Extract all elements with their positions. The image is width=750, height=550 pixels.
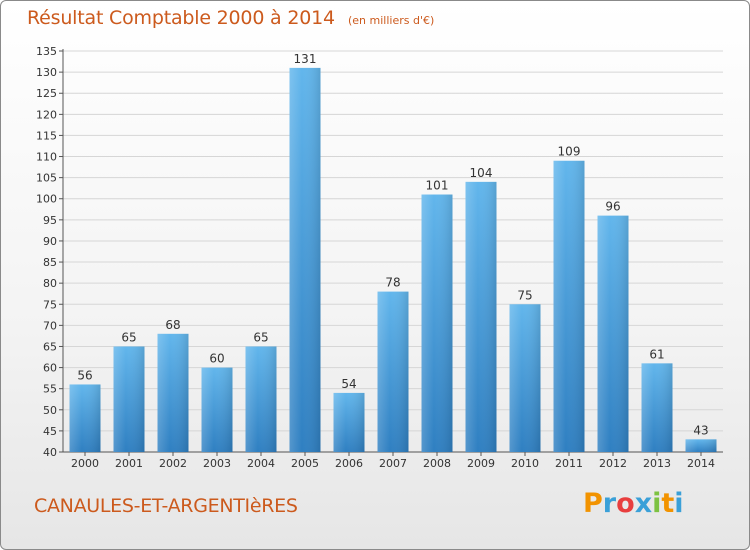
y-tick-label: 85 (43, 256, 57, 269)
bar-value-label: 54 (341, 377, 356, 391)
y-tick-label: 75 (43, 298, 57, 311)
bar-shading (641, 363, 673, 452)
bar-shading (245, 346, 277, 452)
y-tick-label: 70 (43, 319, 57, 332)
y-tick-label: 125 (36, 87, 57, 100)
bar-value-label: 65 (253, 330, 268, 344)
chart-subtitle: (en milliers d'€) (347, 14, 435, 27)
bar-value-label: 43 (693, 423, 708, 437)
bar-value-label: 96 (605, 200, 620, 214)
x-tick-label: 2008 (423, 457, 451, 470)
logo-letter: i (674, 488, 684, 519)
x-tick-label: 2000 (71, 457, 99, 470)
y-tick-label: 50 (43, 404, 57, 417)
x-tick-label: 2012 (599, 457, 627, 470)
y-tick-label: 80 (43, 277, 57, 290)
y-tick-label: 100 (36, 193, 57, 206)
x-tick-label: 2011 (555, 457, 583, 470)
x-tick-label: 2001 (115, 457, 143, 470)
logo-letter: t (661, 488, 675, 519)
bar-value-label: 60 (209, 352, 224, 366)
bar-shading (201, 367, 233, 452)
bar-shading (509, 304, 541, 452)
bar-shading (289, 67, 321, 452)
logo-letter: i (652, 488, 662, 519)
bar-value-label: 109 (558, 145, 581, 159)
y-tick-label: 135 (36, 45, 57, 58)
bar-shading (377, 291, 409, 452)
title-row: Résultat Comptable 2000 à 2014 (en milli… (27, 7, 434, 29)
logo-letter: P (583, 488, 603, 519)
logo-letter: x (634, 488, 653, 519)
bar-shading (113, 346, 145, 452)
bar-value-label: 65 (121, 330, 136, 344)
commune-name: CANAULES-ET-ARGENTIèRES (34, 495, 298, 517)
y-tick-label: 65 (43, 340, 57, 353)
bar-value-label: 75 (517, 288, 532, 302)
bar-shading (333, 392, 365, 452)
x-tick-label: 2013 (643, 457, 671, 470)
x-tick-label: 2002 (159, 457, 187, 470)
y-tick-label: 40 (43, 446, 57, 459)
chart-title: Résultat Comptable 2000 à 2014 (27, 7, 335, 29)
y-tick-label: 110 (36, 151, 57, 164)
proxiti-logo: Proxiti (583, 488, 684, 519)
bar-shading (465, 181, 497, 452)
x-tick-label: 2009 (467, 457, 495, 470)
bar-value-label: 101 (426, 179, 449, 193)
y-tick-label: 90 (43, 235, 57, 248)
bar-value-label: 78 (385, 276, 400, 290)
x-tick-label: 2005 (291, 457, 319, 470)
y-tick-label: 45 (43, 425, 57, 438)
y-tick-label: 130 (36, 66, 57, 79)
y-tick-label: 115 (36, 129, 57, 142)
y-tick-label: 105 (36, 172, 57, 185)
y-tick-label: 60 (43, 362, 57, 375)
x-tick-label: 2014 (687, 457, 715, 470)
logo-letter: o (616, 488, 635, 519)
bar-value-label: 104 (470, 166, 493, 180)
x-tick-label: 2010 (511, 457, 539, 470)
bar-value-label: 68 (165, 318, 180, 332)
x-tick-label: 2006 (335, 457, 363, 470)
bar-value-label: 61 (649, 347, 664, 361)
bar-value-label: 131 (294, 52, 317, 66)
bar-shading (553, 160, 585, 452)
bar-value-label: 56 (77, 368, 92, 382)
x-tick-label: 2003 (203, 457, 231, 470)
x-tick-label: 2007 (379, 457, 407, 470)
bar-shading (69, 384, 101, 452)
logo-letter: r (602, 488, 617, 519)
y-tick-label: 120 (36, 108, 57, 121)
bar-shading (421, 194, 453, 452)
bar-shading (597, 215, 629, 452)
bar-shading (685, 439, 717, 452)
bar-shading (157, 333, 189, 452)
y-tick-label: 55 (43, 383, 57, 396)
y-tick-label: 95 (43, 214, 57, 227)
x-tick-label: 2004 (247, 457, 275, 470)
